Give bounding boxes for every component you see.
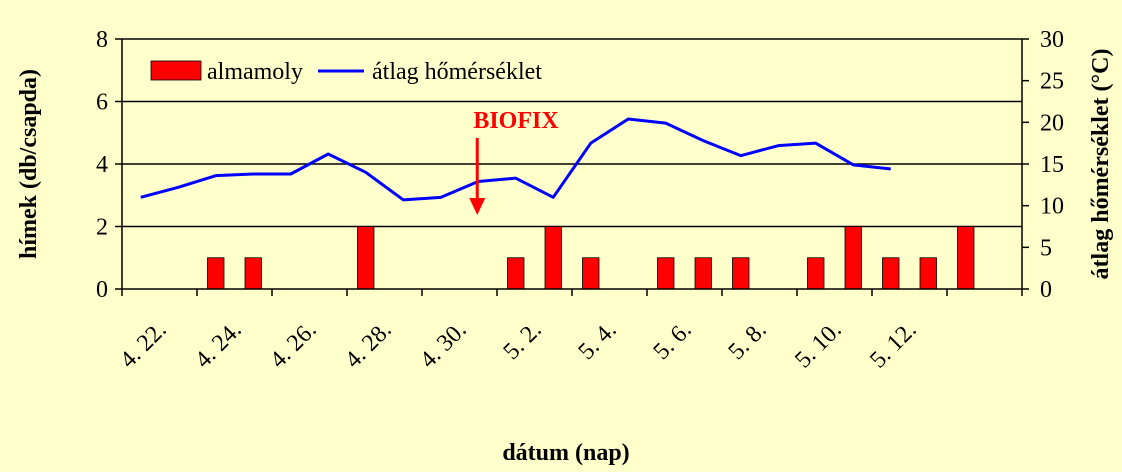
bar [807,257,825,290]
x-tick-label: 5. 2. [499,317,547,365]
bar [544,226,562,290]
legend-label-almamoly: almamoly [207,59,303,85]
x-tick-label: 5. 4. [574,317,622,365]
bar [882,257,900,290]
bar [694,257,712,290]
biofix-label: BIOFIX [473,108,559,134]
right-y-tick-label: 0 [1040,277,1052,303]
x-tick-label: 4. 26. [265,317,322,374]
gridlines [122,38,1022,228]
legend-label-atlag-homerseklet: átlag hőmérséklet [372,59,542,85]
right-y-tick-label: 10 [1040,194,1064,220]
legend: almamoly átlag hőmérséklet [150,59,542,85]
bar [957,226,975,290]
x-tick-label: 5. 8. [724,317,772,365]
bar [919,257,937,290]
x-tick-label: 4. 30. [415,317,472,374]
x-tick-label: 4. 24. [190,317,247,374]
right-y-tick-label: 20 [1040,110,1064,136]
right-y-axis-title: átlag hőmérséklet (°C) [1088,49,1114,280]
left-y-tick-label: 4 [96,152,108,178]
left-y-tick-label: 2 [96,215,108,241]
temperature-line [140,117,891,202]
left-y-tick-label: 6 [96,90,108,116]
right-y-tick-label: 5 [1040,235,1052,261]
right-y-tick-label: 25 [1040,69,1064,95]
left-y-tick-label: 8 [96,27,108,53]
x-tick-label: 4. 28. [340,317,397,374]
bar [844,226,862,290]
right-y-tick-label: 15 [1040,152,1064,178]
bar [244,257,262,290]
bar-series-almamoly [207,226,975,290]
bar [507,257,525,290]
bar [357,226,375,290]
biofix-arrow-head [469,198,486,215]
bar [582,257,600,290]
left-y-tick-label: 0 [96,277,108,303]
x-tick-label: 5. 10. [790,317,847,374]
legend-bar-swatch [150,60,202,81]
x-tick-label: 5. 6. [649,317,697,365]
x-tick-label: 5. 12. [865,317,922,374]
left-y-axis-title: hímek (db/csapda) [16,69,42,259]
x-axis-title: dátum (nap) [502,440,629,466]
line-series-atlag-homerseklet [140,117,891,202]
bar [207,257,225,290]
right-y-tick-label: 30 [1040,27,1064,53]
x-tick-label: 4. 22. [115,317,172,374]
bar [732,257,750,290]
biofix-annotation: BIOFIX [469,108,559,215]
bar [657,257,675,290]
